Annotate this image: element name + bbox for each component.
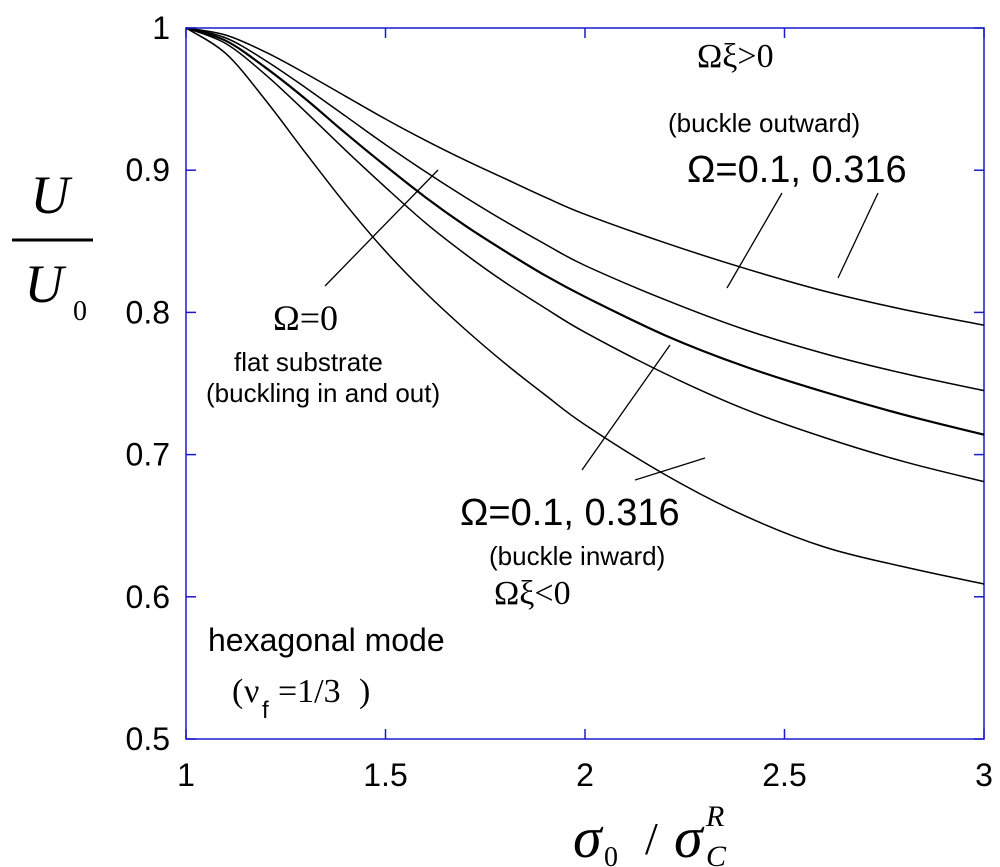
y-tick-label: 1 [152,10,170,46]
annotations: Ωξ>0 (buckle outward) Ω=0.1, 0.316 Ω=0 f… [206,38,907,724]
x-label-sub0: 0 [604,842,618,867]
y-label-denominator-sub: 0 [73,296,87,327]
annot-outward-title: Ωξ>0 [697,38,774,75]
x-label-slash: / [645,813,658,864]
series-line-5 [185,27,985,585]
leader-outward-a [726,192,783,289]
x-tick-label: 3 [975,757,993,793]
x-tick-label: 1 [177,757,195,793]
annot-inward-omega: Ω=0.1, 0.316 [460,492,680,534]
x-axis-label: σ 0 / σ R C [573,800,727,867]
series-line-2 [185,27,985,392]
x-label-sub: C [706,840,727,867]
y-axis-label: U U 0 [12,165,93,327]
x-label-sigma2: σ [674,805,705,867]
x-tick-label: 2.5 [762,757,806,793]
annot-mode-label: hexagonal mode [208,622,445,658]
x-label-sigma1: σ [573,805,604,867]
annot-flat-sub1: flat substrate [234,347,383,377]
annot-nu-close: ) [359,673,370,710]
y-tick-label: 0.5 [126,721,170,757]
annot-nu-sub: f [262,697,269,724]
annot-flat-sub2: (buckling in and out) [206,378,440,408]
annot-inward-title: Ωξ<0 [494,575,571,612]
series-line-3 [185,26,985,436]
annot-nu-open: ( [232,673,243,710]
series-line-4 [185,27,985,483]
annot-outward-sub: (buckle outward) [668,108,860,138]
x-tick-label: 1.5 [363,757,407,793]
annot-inward-sub: (buckle inward) [489,541,665,571]
series-line-1 [185,27,985,326]
annot-nu-symbol: ν [244,673,259,710]
leader-inward-b [634,457,706,481]
y-label-numerator: U [31,165,73,225]
leader-inward-a [581,344,671,471]
y-tick-label: 0.9 [126,152,170,188]
leader-outward-b [837,192,879,279]
leader-flat [324,169,439,287]
annot-flat-omega: Ω=0 [273,298,338,338]
tick-group: 1 1.5 2 2.5 3 0.5 0.6 0.7 0.8 0.9 1 [126,10,993,793]
annot-nu-value: =1/3 [278,673,341,710]
leader-lines [324,169,879,481]
y-label-denominator: U [25,254,67,314]
y-tick-label: 0.8 [126,294,170,330]
y-tick-label: 0.6 [126,579,170,615]
series-group [185,26,985,585]
x-label-sup: R [705,800,724,833]
y-tick-label: 0.7 [126,437,170,473]
x-tick-label: 2 [576,757,594,793]
annot-outward-omega: Ω=0.1, 0.316 [687,149,907,191]
